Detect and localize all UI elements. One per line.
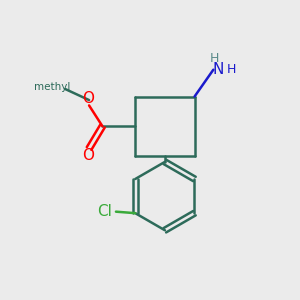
Text: O: O xyxy=(82,91,94,106)
Text: H: H xyxy=(227,63,236,76)
Text: Cl: Cl xyxy=(97,204,112,219)
Text: methyl: methyl xyxy=(34,82,70,92)
Text: H: H xyxy=(210,52,220,65)
Text: N: N xyxy=(212,62,224,77)
Text: O: O xyxy=(82,148,94,164)
